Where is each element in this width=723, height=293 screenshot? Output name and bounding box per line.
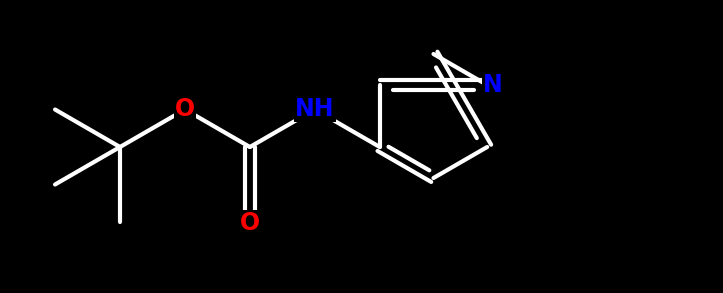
Text: O: O [240,211,260,235]
Text: NH: NH [295,96,335,120]
Text: O: O [175,96,195,120]
Text: N: N [483,73,503,97]
